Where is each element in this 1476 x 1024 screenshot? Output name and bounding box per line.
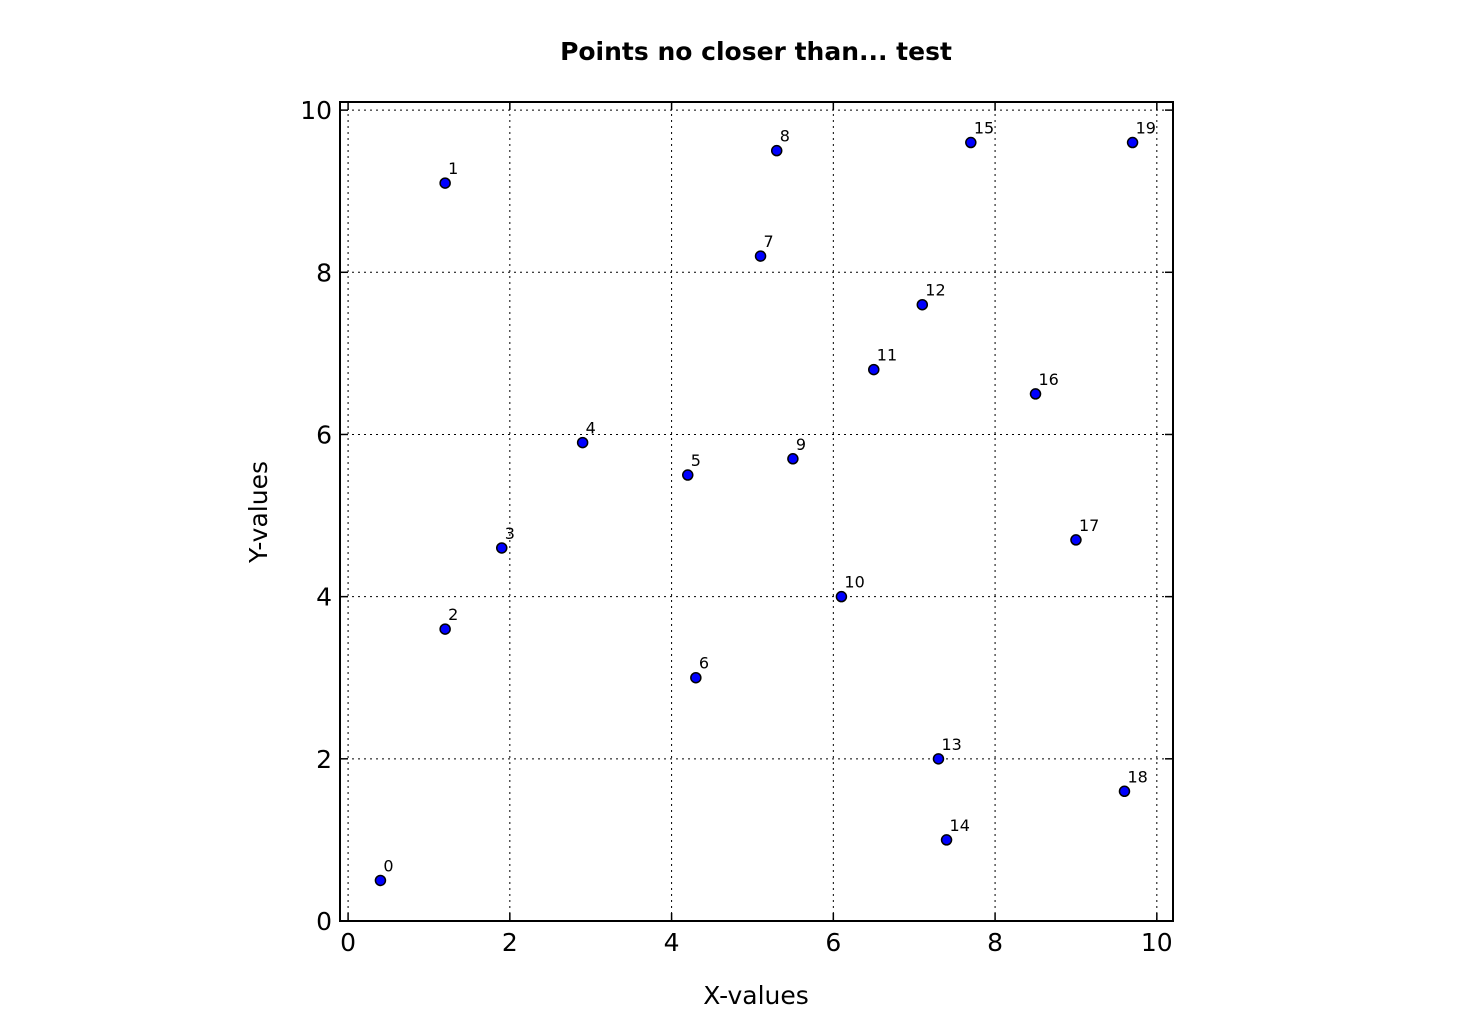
data-point bbox=[932, 753, 945, 765]
y-tick-label: 2 bbox=[316, 745, 332, 774]
data-point bbox=[374, 874, 387, 887]
data-point-label: 16 bbox=[1039, 370, 1059, 389]
data-point-label: 12 bbox=[925, 281, 945, 300]
data-point-label: 17 bbox=[1079, 516, 1099, 535]
data-point bbox=[576, 436, 589, 449]
data-point-label: 0 bbox=[383, 856, 393, 875]
data-point-label: 13 bbox=[941, 735, 961, 754]
x-tick-label: 2 bbox=[502, 928, 518, 957]
data-point-label: 2 bbox=[448, 605, 458, 624]
axis-ticks bbox=[340, 102, 1173, 922]
data-point-label: 6 bbox=[699, 654, 709, 673]
data-point bbox=[787, 453, 799, 465]
x-tick-label: 0 bbox=[340, 928, 356, 957]
data-points bbox=[374, 136, 1139, 887]
plot-area-frame bbox=[339, 101, 1174, 922]
data-point bbox=[916, 298, 929, 311]
data-point-label: 18 bbox=[1127, 767, 1147, 786]
data-point bbox=[868, 363, 880, 376]
data-point bbox=[940, 834, 953, 846]
y-tick-label: 6 bbox=[316, 420, 332, 449]
data-point bbox=[770, 144, 783, 157]
y-tick-label: 8 bbox=[316, 258, 332, 287]
y-tick-label: 4 bbox=[316, 583, 332, 612]
data-point bbox=[439, 623, 451, 635]
y-axis-label: Y-values bbox=[244, 461, 273, 564]
x-tick-label: 8 bbox=[987, 928, 1003, 957]
data-point-label: 3 bbox=[505, 524, 515, 543]
data-point bbox=[835, 590, 848, 603]
data-point bbox=[1070, 534, 1082, 546]
data-point-label: 10 bbox=[844, 573, 864, 592]
y-tick-label: 0 bbox=[316, 907, 332, 936]
data-point-label: 15 bbox=[974, 119, 994, 138]
data-point bbox=[1029, 388, 1042, 400]
x-axis-label: X-values bbox=[703, 981, 809, 1010]
data-point bbox=[495, 542, 508, 554]
data-point bbox=[1126, 136, 1139, 149]
x-tick-label: 6 bbox=[825, 928, 841, 957]
data-point-label: 5 bbox=[691, 451, 701, 470]
data-point bbox=[682, 469, 694, 481]
data-point bbox=[690, 671, 702, 684]
data-point-label: 14 bbox=[950, 816, 970, 835]
data-point bbox=[439, 177, 451, 189]
data-point-label: 1 bbox=[448, 159, 458, 178]
data-point bbox=[1118, 785, 1131, 798]
x-tick-label: 10 bbox=[1141, 928, 1173, 957]
data-point-label: 4 bbox=[586, 419, 596, 438]
x-tick-label: 4 bbox=[664, 928, 680, 957]
data-point-label: 19 bbox=[1136, 119, 1156, 138]
chart-title: Points no closer than... test bbox=[560, 37, 952, 66]
y-tick-label: 10 bbox=[300, 96, 332, 125]
data-point-label: 7 bbox=[764, 232, 774, 251]
data-point-label: 9 bbox=[796, 435, 806, 454]
data-point bbox=[754, 250, 767, 262]
data-point-label: 8 bbox=[780, 127, 790, 146]
data-point bbox=[965, 136, 977, 149]
data-point-label: 11 bbox=[877, 346, 897, 365]
